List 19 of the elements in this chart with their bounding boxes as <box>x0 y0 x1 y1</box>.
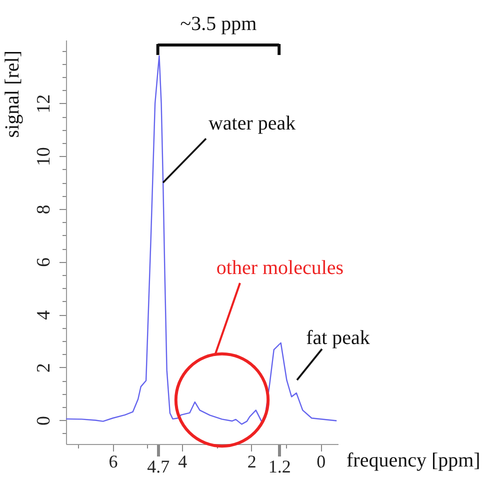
y-tick-label: 12 <box>34 94 54 114</box>
x-axis-title: frequency [ppm] <box>346 450 480 472</box>
y-tick-label: 6 <box>34 258 54 268</box>
x-tick-label: 4.7 <box>147 456 170 476</box>
x-tick-label: 0 <box>316 452 326 472</box>
y-tick-label: 2 <box>34 363 54 373</box>
annotation: water peak <box>208 112 296 135</box>
annotation: fat peak <box>306 327 370 349</box>
x-tick-label: 6 <box>108 452 118 472</box>
annotation: other molecules <box>216 257 344 279</box>
y-axis-title: signal [rel] <box>2 50 24 138</box>
y-tick-label: 8 <box>34 204 54 214</box>
x-tick-label: 1.2 <box>268 456 291 476</box>
y-tick-label: 10 <box>34 147 54 166</box>
y-tick-label: 4 <box>34 310 54 320</box>
text: ~3.5 ppm <box>180 13 258 35</box>
x-tick-label: 4 <box>178 452 188 472</box>
x-tick-label: 2 <box>247 452 256 472</box>
y-tick-label: 0 <box>34 416 54 426</box>
